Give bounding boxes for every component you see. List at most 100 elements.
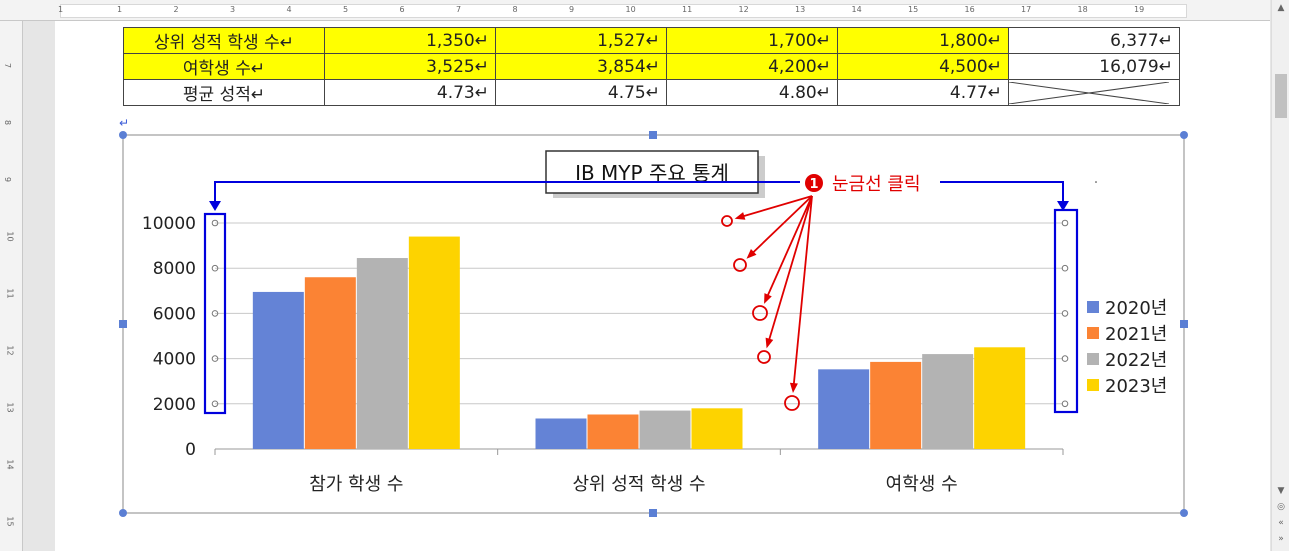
stray-dot [1095,181,1097,183]
gridline-handle[interactable] [1061,355,1069,362]
legend-swatch[interactable] [1087,327,1099,339]
horizontal-ruler[interactable]: 1 1 2 3 4 5 6 7 8 9 10 11 12 13 14 15 16 17 18 19 [0,0,1270,21]
bar[interactable] [356,258,408,449]
table-row[interactable]: 상위 성적 학생 수↵ 1,350↵ 1,527↵ 1,700↵ 1,800↵ 6,377… [123,27,1180,54]
table-cell[interactable]: 4.73↵ [324,79,496,106]
resize-handle[interactable] [119,131,127,139]
ruler-number: 3 [230,5,236,14]
data-table[interactable]: 상위 성적 학생 수↵ 1,350↵ 1,527↵ 1,700↵ 1,800↵ 6,377… [123,27,1180,106]
resize-handle[interactable] [649,509,657,517]
bar[interactable] [587,414,639,449]
y-tick-label: 10000 [142,214,196,234]
total-cell[interactable]: 16,079↵ [1008,53,1180,80]
target-circle [784,395,800,411]
next-page-icon[interactable]: » [1278,534,1284,544]
target-circle [733,258,747,272]
ruler-number: 11 [682,5,693,14]
annotation-background [802,170,940,196]
bar[interactable] [691,408,743,449]
row-label[interactable]: 여학생 수↵ [123,53,325,80]
gridline-handle[interactable] [1061,264,1069,272]
diagonal-cell[interactable] [1008,79,1180,106]
gridline-handle[interactable] [211,219,219,227]
bar[interactable] [535,418,587,449]
step-badge [805,174,823,192]
gridline-handle[interactable] [211,400,219,408]
resize-handle[interactable] [119,509,127,517]
table-cell[interactable]: 4,500↵ [837,53,1009,80]
scroll-down-icon[interactable]: ▼ [1277,486,1285,496]
red-arrow-head [734,212,746,220]
callout-line-right [940,181,1064,203]
bar[interactable] [818,369,870,449]
table-cell[interactable]: 1,350↵ [324,27,496,54]
scroll-up-icon[interactable]: ▲ [1277,3,1285,13]
table-cell[interactable]: 1,527↵ [495,27,667,54]
table-cell[interactable]: 4,200↵ [666,53,838,80]
bar[interactable] [870,361,922,449]
legend-label[interactable]: 2023년 [1105,376,1167,397]
bar[interactable] [304,277,356,449]
resize-handle[interactable] [649,131,657,139]
ruler-number: 9 [569,5,575,14]
gridline-handle[interactable] [211,355,219,362]
y-tick-label: 6000 [153,304,196,324]
legend-swatch[interactable] [1087,379,1099,391]
page-select-icon[interactable]: ◎ [1277,502,1285,512]
red-arrow [742,195,813,218]
gridline-handle[interactable] [1061,219,1069,227]
y-tick-label: 4000 [153,350,196,370]
legend-swatch[interactable] [1087,353,1099,365]
table-cell[interactable]: 3,854↵ [495,53,667,80]
row-label[interactable]: 평균 성적↵ [123,79,325,106]
gridline-handle[interactable] [1061,310,1069,317]
table-cell[interactable]: 4.75↵ [495,79,667,106]
step-badge-number: 1 [809,177,818,192]
red-arrow [792,195,813,386]
ruler-number: 7 [456,5,462,14]
resize-handle[interactable] [119,320,127,328]
ruler-number: 4 [286,5,292,14]
legend-label[interactable]: 2022년 [1105,350,1167,371]
scroll-thumb[interactable] [1275,74,1287,118]
bar[interactable] [639,410,691,449]
red-arrow-head [765,337,774,349]
table-cell[interactable]: 1,700↵ [666,27,838,54]
ruler-number: 2 [173,5,179,14]
callout-line-left [214,181,800,203]
gridline-handle[interactable] [211,264,219,272]
legend-swatch[interactable] [1087,301,1099,313]
resize-handle[interactable] [1180,320,1188,328]
paragraph-mark: ↵ [119,116,130,130]
legend-label[interactable]: 2020년 [1105,298,1167,319]
resize-handle[interactable] [1180,509,1188,517]
resize-handle[interactable] [1180,131,1188,139]
document-page [55,21,1270,551]
bar[interactable] [922,354,974,449]
y-tick-label: 0 [185,440,196,460]
ruler-number: 8 [512,5,518,14]
prev-page-icon[interactable]: « [1278,518,1284,528]
table-cell[interactable]: 4.77↵ [837,79,1009,106]
row-label[interactable]: 상위 성적 학생 수↵ [123,27,325,54]
vertical-ruler[interactable]: 7 8 9 10 11 12 13 14 15 [0,21,23,551]
ruler-number: 18 [1077,5,1088,14]
table-row[interactable]: 여학생 수↵ 3,525↵ 3,854↵ 4,200↵ 4,500↵ 16,079↵ [123,53,1180,80]
legend-label[interactable]: 2021년 [1105,324,1167,345]
bar[interactable] [252,291,304,449]
ruler-number: 16 [964,5,975,14]
total-cell[interactable]: 6,377↵ [1008,27,1180,54]
chart-title-box[interactable] [545,150,759,194]
bar[interactable] [408,236,460,449]
y-tick-label: 2000 [153,395,196,415]
ruler-number: 6 [399,5,405,14]
table-cell[interactable]: 1,800↵ [837,27,1009,54]
gridline-handle[interactable] [1061,400,1069,408]
gridline-handle[interactable] [211,310,219,317]
red-arrow-head [764,293,772,304]
table-row[interactable]: 평균 성적↵ 4.73↵ 4.75↵ 4.80↵ 4.77↵ [123,79,1180,106]
bar[interactable] [974,347,1026,449]
ruler-number: 13 [795,5,806,14]
vertical-scrollbar[interactable]: ▲ ▼ ◎ « » [1271,0,1289,551]
